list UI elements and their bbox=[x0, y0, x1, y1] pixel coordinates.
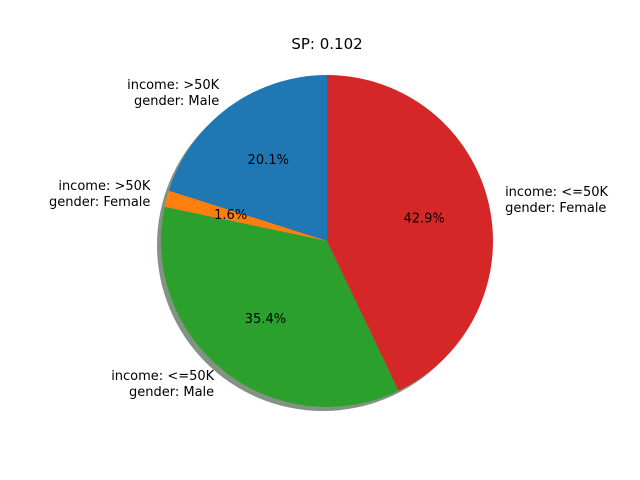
chart-title: SP: 0.102 bbox=[291, 35, 362, 53]
pie-pct-label-1: 1.6% bbox=[214, 208, 247, 223]
pie-category-label-line: income: <=50K bbox=[505, 185, 608, 200]
pie-category-label-line: income: >50K bbox=[127, 78, 220, 93]
pie-category-label-0: income: >50K gender: Male bbox=[127, 78, 220, 109]
pie-pct-label-3: 42.9% bbox=[403, 211, 444, 226]
pie-category-label-line: income: <=50K bbox=[111, 369, 214, 384]
pie-category-label-line: gender: Male bbox=[134, 94, 219, 109]
pie-pct-label-2: 35.4% bbox=[245, 312, 286, 327]
pie-category-label-3: income: <=50K gender: Female bbox=[505, 185, 608, 216]
pie-slices bbox=[161, 75, 493, 408]
pie-category-label-line: gender: Female bbox=[505, 201, 606, 216]
pie-slice-0 bbox=[168, 75, 327, 241]
pie-slice-1 bbox=[164, 190, 327, 241]
pie-category-label-2: income: <=50K gender: Male bbox=[111, 369, 214, 400]
pie-labels: 20.1%income: >50K gender: Male1.6%income:… bbox=[49, 78, 608, 400]
pie-slice-3 bbox=[327, 75, 493, 391]
pie-pct-label-0: 20.1% bbox=[248, 153, 289, 168]
pie-category-label-line: gender: Female bbox=[49, 195, 150, 210]
pie-category-label-line: gender: Male bbox=[129, 385, 214, 400]
pie-slice-2 bbox=[161, 206, 399, 408]
pie-category-label-line: income: >50K bbox=[58, 179, 151, 194]
pie-category-label-1: income: >50K gender: Female bbox=[49, 179, 151, 210]
